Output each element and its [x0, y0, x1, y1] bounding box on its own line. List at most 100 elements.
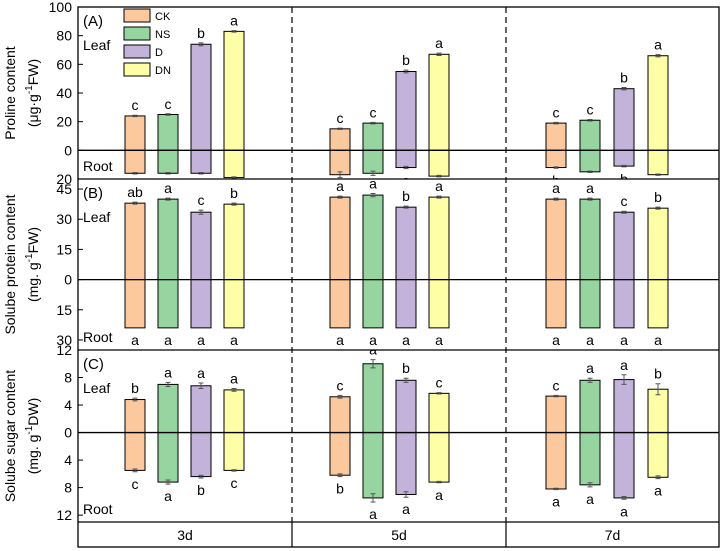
panel-0-y-tick-label: 100 [49, 0, 73, 15]
panel-0-y-tick-label: 0 [64, 142, 72, 158]
panel-2-5d-DN-root-letter: a [435, 487, 443, 503]
panel-0-7d-CK-leaf-error [553, 121, 559, 125]
panel-0-5d-DN-leaf-bar [428, 53, 450, 151]
panel-1-5d-D-leaf-bar [395, 206, 417, 281]
unit-pre: (mg. g [25, 262, 41, 302]
unit-sup: -1 [24, 85, 35, 94]
panel-0-7d-D-leaf-letter: b [620, 70, 628, 86]
panel-2-5d-NS-root-letter: a [369, 506, 377, 522]
panel-0-7d-CK-leaf-letter: c [553, 104, 560, 120]
panel-1-y-tick-label: 15 [56, 302, 72, 318]
panel-2-5d-D-leaf-error [403, 377, 409, 383]
panel-0-3d-DN-root-bar [223, 149, 245, 179]
panel-0-leaf-label: Leaf [83, 37, 110, 53]
panel-2-5d-NS-leaf-bar [362, 363, 384, 434]
panel-0-5d-DN-root-error [436, 174, 442, 178]
panel-2-3d-DN-leaf-error [231, 388, 237, 392]
panel-1-5d-DN-leaf-bar [428, 196, 450, 281]
panel-2-3d-D-root-error [198, 474, 204, 479]
panel-2-y-tick-label: 0 [64, 425, 72, 441]
panel-2-3d-NS-leaf-error [165, 381, 171, 387]
panel-1-5d-DN-root-bar [428, 279, 450, 329]
panel-2-7d-NS-root-bar [579, 432, 601, 486]
panel-1-7d-NS-leaf-error [587, 197, 593, 201]
panel-1-7d-CK-leaf-error [553, 197, 559, 201]
panel-1-root-label: Root [83, 329, 113, 345]
unit-pre: (μg·g [25, 94, 41, 127]
panel-2-5d-DN-root-bar [428, 432, 450, 483]
panel-1-7d-CK-root-bar [545, 279, 567, 329]
panel-2-5d-D-root-bar [395, 432, 417, 495]
panel-0-y-tick-label: 40 [56, 85, 72, 101]
panel-0-5d-DN-root-bar [428, 149, 450, 177]
panel-2: b c a a a b a c c b a a b a c a c a a a a a b a (C) Leaf Root [78, 342, 719, 522]
panel-2-3d-DN-root-letter: c [231, 475, 238, 491]
x-axis: 3d 5d 7d [177, 527, 620, 543]
panel-2-y-tick-label: 8 [64, 370, 72, 386]
panel-2-leaf-label: Leaf [83, 380, 110, 396]
panel-1-7d-D-leaf-letter: c [621, 193, 628, 209]
panel-1-5d-NS-leaf-letter: a [369, 175, 377, 191]
panel-0-5d-D-leaf-bar [395, 71, 417, 151]
panel-2-3d-D-leaf-letter: a [197, 365, 205, 381]
panel-1-5d-CK-root-bar [329, 279, 351, 329]
panel-1-3d-DN-leaf-letter: b [230, 185, 238, 201]
panel-2-5d-D-leaf-letter: b [402, 360, 410, 376]
panel-1-y-tick-label: 30 [56, 332, 72, 348]
panel-0-3d-CK-leaf-bar [124, 115, 146, 151]
panel-0-7d-D-leaf-bar [613, 88, 635, 151]
panel-1-7d-DN-leaf-error [655, 206, 661, 210]
panel-1-3d-CK-leaf-bar [124, 202, 146, 281]
panel-0-3d-DN-leaf-letter: a [230, 13, 238, 29]
panel-1-3d-CK-root-letter: a [131, 332, 139, 348]
legend-label-CK: CK [155, 11, 171, 23]
panel-0-5d-CK-leaf-letter: c [337, 110, 344, 126]
panel-1-5d-D-leaf-letter: b [402, 188, 410, 204]
panel-2-7d-CK-root-letter: a [552, 494, 560, 510]
panel-0-3d-NS-root-error [165, 172, 171, 175]
panel-0-5d-DN-leaf-error [436, 52, 442, 56]
panel-0-5d-DN-leaf-letter: a [435, 35, 443, 51]
panel-1-5d-CK-leaf-letter: a [336, 178, 344, 194]
panel-0-5d-CK-root-bar [329, 149, 351, 176]
panel-0-5d-CK-leaf-error [337, 127, 343, 131]
panel-0-3d-CK-leaf-error [132, 114, 138, 118]
panel-1-5d-DN-root-letter: a [435, 332, 443, 348]
panel-0-7d-NS-leaf-error [587, 119, 593, 122]
panel-0-5d-NS-leaf-error [370, 121, 376, 125]
legend-swatch-CK [123, 8, 151, 23]
panel-1-5d-NS-root-letter: a [369, 332, 377, 348]
panel-2-5d-NS-root-error [370, 493, 376, 503]
panel-2-5d-CK-leaf-bar [329, 396, 351, 434]
panel-0-7d-CK-root-letter: b [552, 172, 560, 188]
panel-1-5d-NS-leaf-error [370, 192, 376, 198]
panel-0-5d-D-leaf-error [403, 69, 409, 74]
panel-2-tag: (C) [83, 356, 104, 373]
panel-0-3d-D-leaf-letter: b [197, 25, 205, 41]
panel-2-5d-NS-leaf-letter: a [369, 342, 377, 358]
panel-2-root-label: Root [83, 501, 113, 517]
panel-2-3d-NS-root-error [165, 479, 171, 485]
panel-2-7d-NS-leaf-letter: a [586, 360, 594, 376]
panel-2-3d-CK-root-letter: c [132, 476, 139, 492]
panel-2-5d-D-root-letter: a [402, 501, 410, 517]
panel-1-3d-DN-root-letter: a [230, 332, 238, 348]
panel-0-y-tick-label: 60 [56, 56, 72, 72]
panel-0-5d-NS-root-error [370, 170, 376, 176]
panel-2-7d-DN-root-letter: a [654, 483, 662, 499]
panel-1-7d-DN-leaf-letter: b [654, 189, 662, 205]
panel-2-7d-NS-leaf-bar [579, 379, 601, 434]
panel-0-7d-CK-root-error [553, 166, 559, 169]
panel-1-7d-DN-root-letter: a [654, 332, 662, 348]
panel-2-5d-D-leaf-bar [395, 379, 417, 434]
panel-1-7d-DN-root-bar [647, 279, 669, 329]
panel-1-5d-NS-root-bar [362, 279, 384, 329]
panel-1-5d-D-root-bar [395, 279, 417, 329]
panel-2-ylabel-unit: (mg. g-1DW) [24, 398, 41, 475]
panel-0-7d-DN-leaf-letter: a [654, 37, 662, 53]
panel-1-3d-D-leaf-error [198, 209, 204, 215]
panel-1-3d-NS-leaf-letter: a [164, 180, 172, 196]
x-group-label: 5d [391, 527, 407, 543]
panel-2-5d-NS-root-bar [362, 432, 384, 499]
